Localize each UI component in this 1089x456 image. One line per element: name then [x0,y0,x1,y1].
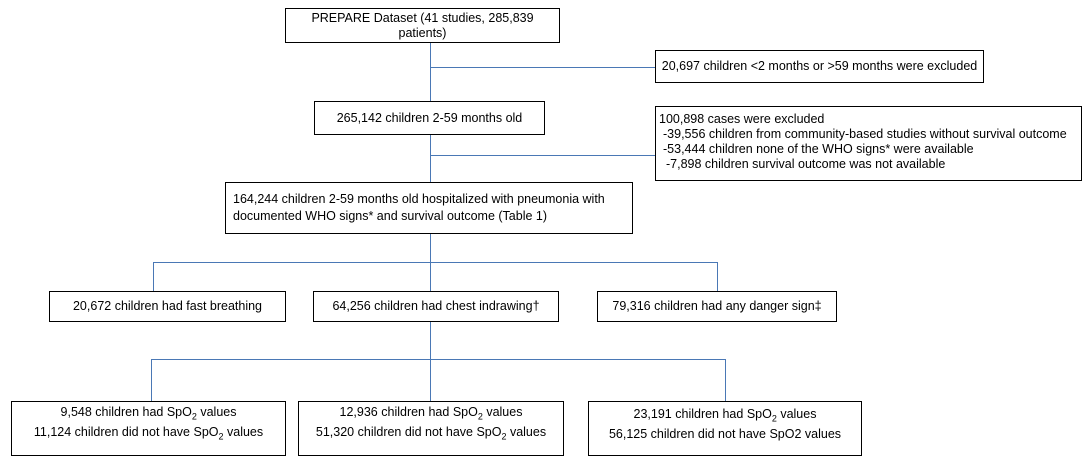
box-excluded-age: 20,697 children <2 months or >59 months … [655,50,984,83]
box-fast-breathing-text: 20,672 children had fast breathing [72,299,263,313]
connector-main-3 [430,234,431,262]
box-spo2-chest-indrawing: 12,936 children had SpO2 values 51,320 c… [298,401,564,456]
connector-branch-1-right [717,262,718,291]
hospitalized-line-2: documented WHO signs* and survival outco… [233,209,548,223]
excluded-cases-item: -7,898 children survival outcome was not… [666,157,946,171]
box-spo2-danger-sign: 23,191 children had SpO2 values 56,125 c… [588,401,862,456]
spo2-not-text: 11,124 children did not have SpO2 values [33,424,264,442]
connector-main-4 [430,322,431,359]
box-hospitalized: 164,244 children 2-59 months old hospita… [225,182,633,234]
spo2-had-text: 12,936 children had SpO2 values [339,405,523,422]
connector-main-1 [430,43,431,102]
connector-branch-2-left [151,359,152,401]
spo2-not-text: 51,320 children did not have SpO2 values [315,424,547,442]
box-spo2-fast-breathing: 9,548 children had SpO2 values 11,124 ch… [11,401,286,456]
box-excluded-cases: 100,898 cases were excluded -39,556 chil… [655,106,1082,181]
excluded-cases-item: -39,556 children from community-based st… [663,127,1067,141]
connector-exclusion-cases [430,155,660,156]
box-chest-indrawing-text: 64,256 children had chest indrawing† [332,299,540,313]
spo2-had-text: 9,548 children had SpO2 values [60,405,237,422]
connector-main-2 [430,135,431,209]
connector-branch-1-left [153,262,154,291]
connector-branch-1 [153,262,717,263]
connector-branch-1-mid [430,262,431,291]
box-danger-sign: 79,316 children had any danger sign‡ [597,291,837,322]
connector-exclusion-age [430,67,660,68]
excluded-cases-title: 100,898 cases were excluded [659,112,825,126]
spo2-not-text: 56,125 children did not have SpO2 values [608,426,842,441]
hospitalized-line-1: 164,244 children 2-59 months old hospita… [233,192,605,206]
connector-branch-2 [151,359,725,360]
box-chest-indrawing: 64,256 children had chest indrawing† [313,291,559,322]
box-fast-breathing: 20,672 children had fast breathing [49,291,286,322]
connector-branch-2-right [725,359,726,401]
connector-branch-2-mid [430,359,431,401]
box-age-eligible-text: 265,142 children 2-59 months old [336,110,523,125]
box-age-eligible: 265,142 children 2-59 months old [314,101,545,135]
box-excluded-age-text: 20,697 children <2 months or >59 months … [661,59,978,73]
box-danger-sign-text: 79,316 children had any danger sign‡ [612,299,822,313]
box-prepare-dataset: PREPARE Dataset (41 studies, 285,839 pat… [285,8,560,43]
excluded-cases-item: -53,444 children none of the WHO signs* … [663,142,974,156]
spo2-had-text: 23,191 children had SpO2 values [633,407,817,424]
box-prepare-dataset-text: PREPARE Dataset (41 studies, 285,839 pat… [311,10,534,40]
